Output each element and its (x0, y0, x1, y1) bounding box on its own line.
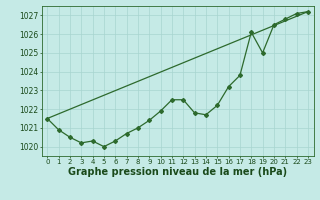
X-axis label: Graphe pression niveau de la mer (hPa): Graphe pression niveau de la mer (hPa) (68, 167, 287, 177)
